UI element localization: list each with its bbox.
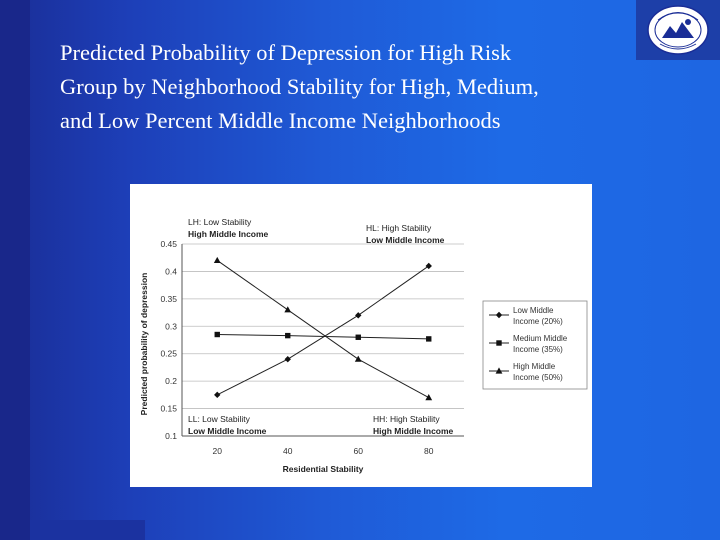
legend-marker xyxy=(495,367,503,374)
annotation-line-2: High Middle Income xyxy=(373,426,454,436)
series-3-point xyxy=(213,256,221,264)
annotation-line-2: Low Middle Income xyxy=(366,235,445,245)
annotation-line-1: HH: High Stability xyxy=(373,414,440,424)
x-tick-label: 60 xyxy=(354,446,364,456)
x-axis-label: Residential Stability xyxy=(283,464,364,474)
y-tick-label: 0.1 xyxy=(165,431,177,441)
legend-entry-2: Medium Middle Income (35%) xyxy=(489,334,568,354)
legend-marker xyxy=(495,311,503,319)
series-1-point xyxy=(214,391,221,399)
y-tick-label: 0.45 xyxy=(160,239,177,249)
series-3-point xyxy=(284,306,292,313)
y-tick-label: 0.3 xyxy=(165,321,177,331)
slide-title: Predicted Probability of Depression for … xyxy=(60,36,670,138)
x-tick-label: 40 xyxy=(283,446,293,456)
bottom-accent-band xyxy=(30,520,145,540)
series-2-point xyxy=(285,332,291,339)
annotation-line-2: Low Middle Income xyxy=(188,426,267,436)
series-1-point xyxy=(355,312,362,319)
title-line-1: Predicted Probability of Depression for … xyxy=(60,40,512,65)
line-chart: 0.1 0.15 0.2 0.25 0.3 0.35 0.4 0.45 20 40 60 80 LH:… xyxy=(139,217,588,474)
x-tick-label: 80 xyxy=(424,446,434,456)
corner-annotation: HL: High Stability Low Middle Income xyxy=(366,223,445,245)
annotation-line-1: LL: Low Stability xyxy=(188,414,251,424)
series-2-point xyxy=(214,331,220,338)
corner-annotation: LH: Low Stability High Middle Income xyxy=(188,217,269,239)
legend-label: Medium Middle Income (35%) xyxy=(513,334,568,354)
chart-panel: 0.1 0.15 0.2 0.25 0.3 0.35 0.4 0.45 20 40 60 80 LH:… xyxy=(130,184,592,487)
legend-label: High Middle Income (50%) xyxy=(513,362,563,382)
x-tick-label: 20 xyxy=(213,446,223,456)
annotation-line-1: LH: Low Stability xyxy=(188,217,252,227)
corner-annotation: HH: High Stability High Middle Income xyxy=(373,414,454,436)
title-line-3: and Low Percent Middle Income Neighborho… xyxy=(60,108,501,133)
legend-marker xyxy=(496,340,502,346)
title-line-2: Group by Neighborhood Stability for High… xyxy=(60,74,539,99)
legend-entry-3: High Middle Income (50%) xyxy=(489,362,563,382)
left-accent-band xyxy=(0,0,30,540)
legend-label: Low Middle Income (20%) xyxy=(513,306,563,326)
series-2-point xyxy=(355,334,361,340)
y-tick-label: 0.2 xyxy=(165,376,177,386)
series-1-point xyxy=(425,262,432,270)
y-tick-label: 0.25 xyxy=(160,349,177,359)
series-2-point xyxy=(426,336,432,342)
series-3-point xyxy=(425,394,433,401)
series-line-3 xyxy=(216,260,429,399)
partnership-seal-icon xyxy=(636,0,720,60)
annotation-line-2: High Middle Income xyxy=(188,229,269,239)
series-line-2 xyxy=(217,334,429,340)
y-tick-label: 0.35 xyxy=(160,294,177,304)
y-tick-label: 0.4 xyxy=(165,266,177,276)
series-line-1 xyxy=(217,265,430,396)
y-axis-label: Predicted probability of depression xyxy=(139,273,149,416)
corner-annotation: LL: Low Stability Low Middle Income xyxy=(188,414,267,436)
series-3-point xyxy=(354,355,362,362)
annotation-line-1: HL: High Stability xyxy=(366,223,432,233)
series-1-point xyxy=(284,356,291,363)
legend-entry-1: Low Middle Income (20%) xyxy=(489,306,563,326)
y-tick-label: 0.15 xyxy=(160,404,177,414)
